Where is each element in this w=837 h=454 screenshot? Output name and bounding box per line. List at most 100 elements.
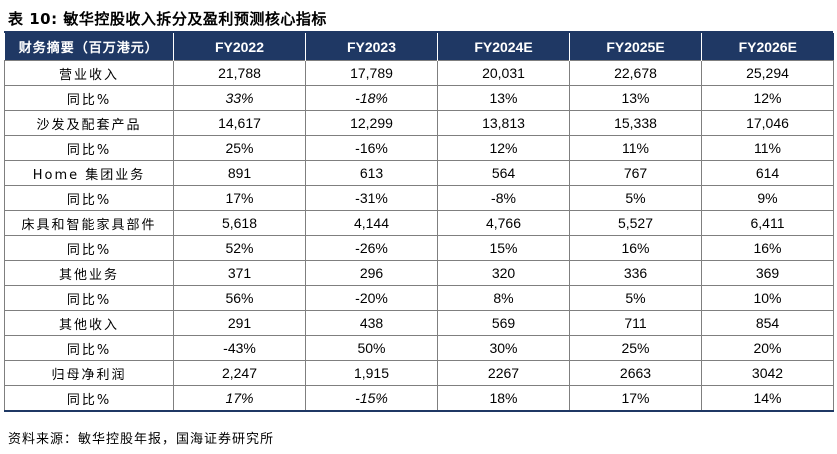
table-cell: 20% [701, 335, 834, 361]
table-cell: 296 [305, 260, 438, 286]
table-cell: 10% [701, 285, 834, 311]
table-cell: 5% [569, 285, 702, 311]
table-cell: 22,678 [569, 60, 702, 86]
row-label: 同比% [4, 335, 174, 361]
table-cell: 5,618 [173, 210, 306, 236]
row-label: 床具和智能家具部件 [4, 210, 174, 236]
table-cell: 14,617 [173, 110, 306, 136]
table-cell: 25% [569, 335, 702, 361]
row-label: 其他收入 [4, 310, 174, 336]
table-title: 表 10: 敏华控股收入拆分及盈利预测核心指标 [8, 10, 327, 28]
table-row: 同比% -43% 50% 30% 25% 20% [4, 335, 834, 361]
table-cell: 569 [437, 310, 570, 336]
table-row: 其他业务 371 296 320 336 369 [4, 260, 834, 286]
table-cell: 8% [437, 285, 570, 311]
table-cell: -8% [437, 185, 570, 211]
column-header-fy2022: FY2022 [173, 33, 306, 61]
table-row: 同比% 25% -16% 12% 11% 11% [4, 135, 834, 161]
table-cell: 891 [173, 160, 306, 186]
table-cell: 13,813 [437, 110, 570, 136]
title-divider [4, 31, 833, 33]
table-cell: -43% [173, 335, 306, 361]
table-cell: 614 [701, 160, 834, 186]
table-cell: 438 [305, 310, 438, 336]
row-label: 其他业务 [4, 260, 174, 286]
row-label: 同比% [4, 285, 174, 311]
table-cell: -18% [305, 85, 438, 111]
table-cell: 613 [305, 160, 438, 186]
table-row: 营业收入 21,788 17,789 20,031 22,678 25,294 [4, 60, 834, 86]
table-cell: 17% [569, 385, 702, 412]
table-cell: 564 [437, 160, 570, 186]
column-header-fy2024e: FY2024E [437, 33, 570, 61]
column-header-fy2025e: FY2025E [569, 33, 702, 61]
row-label: Home 集团业务 [4, 160, 174, 186]
source-note: 资料来源：敏华控股年报，国海证券研究所 [8, 432, 275, 447]
row-label: 同比% [4, 135, 174, 161]
column-header-metric: 财务摘要（百万港元） [4, 33, 174, 61]
table-cell: 291 [173, 310, 306, 336]
table-row: 同比% 33% -18% 13% 13% 12% [4, 85, 834, 111]
table-row: 沙发及配套产品 14,617 12,299 13,813 15,338 17,046 [4, 110, 834, 136]
table-cell: 17,046 [701, 110, 834, 136]
row-label: 同比% [4, 235, 174, 261]
table-row: 同比% 17% -31% -8% 5% 9% [4, 185, 834, 211]
table-cell: 5% [569, 185, 702, 211]
table-row: Home 集团业务 891 613 564 767 614 [4, 160, 834, 186]
table-cell: 13% [569, 85, 702, 111]
table-cell: 4,144 [305, 210, 438, 236]
table-cell: 12% [437, 135, 570, 161]
table-cell: 13% [437, 85, 570, 111]
table-cell: 25% [173, 135, 306, 161]
table-cell: 52% [173, 235, 306, 261]
table-cell: -31% [305, 185, 438, 211]
table-cell: 5,527 [569, 210, 702, 236]
table-body: 营业收入 21,788 17,789 20,031 22,678 25,294 同比% 33%… [4, 60, 834, 412]
table-cell: 30% [437, 335, 570, 361]
table-cell: 767 [569, 160, 702, 186]
row-label: 营业收入 [4, 60, 174, 86]
table-row: 同比% 52% -26% 15% 16% 16% [4, 235, 834, 261]
table-cell: 50% [305, 335, 438, 361]
table-cell: 6,411 [701, 210, 834, 236]
table-cell: 25,294 [701, 60, 834, 86]
financial-table: 财务摘要（百万港元） FY2022 FY2023 FY2024E FY2025E… [4, 33, 834, 412]
row-label: 同比% [4, 85, 174, 111]
table-cell: 2663 [569, 360, 702, 386]
table-cell: 2267 [437, 360, 570, 386]
column-header-fy2023: FY2023 [305, 33, 438, 61]
table-cell: 9% [701, 185, 834, 211]
table-cell: 21,788 [173, 60, 306, 86]
table-cell: -16% [305, 135, 438, 161]
table-row: 归母净利润 2,247 1,915 2267 2663 3042 [4, 360, 834, 386]
table-cell: 12,299 [305, 110, 438, 136]
table-cell: 4,766 [437, 210, 570, 236]
table-cell: 16% [569, 235, 702, 261]
table-cell: 320 [437, 260, 570, 286]
table-cell: 2,247 [173, 360, 306, 386]
row-label: 归母净利润 [4, 360, 174, 386]
table-row: 同比% 56% -20% 8% 5% 10% [4, 285, 834, 311]
table-row: 其他收入 291 438 569 711 854 [4, 310, 834, 336]
table-cell: 854 [701, 310, 834, 336]
header-row: 财务摘要（百万港元） FY2022 FY2023 FY2024E FY2025E… [4, 33, 834, 61]
table-cell: -15% [305, 385, 438, 412]
table-cell: 11% [569, 135, 702, 161]
table-cell: 336 [569, 260, 702, 286]
table-cell: 1,915 [305, 360, 438, 386]
table-cell: 15,338 [569, 110, 702, 136]
table-cell: 15% [437, 235, 570, 261]
table-cell: 18% [437, 385, 570, 412]
table-cell: -20% [305, 285, 438, 311]
table-cell: -26% [305, 235, 438, 261]
table-row: 床具和智能家具部件 5,618 4,144 4,766 5,527 6,411 [4, 210, 834, 236]
table-cell: 369 [701, 260, 834, 286]
row-label: 沙发及配套产品 [4, 110, 174, 136]
column-header-fy2026e: FY2026E [701, 33, 834, 61]
table-cell: 711 [569, 310, 702, 336]
table-row: 同比% 17% -15% 18% 17% 14% [4, 385, 834, 412]
row-label: 同比% [4, 385, 174, 412]
table-cell: 17,789 [305, 60, 438, 86]
table-cell: 20,031 [437, 60, 570, 86]
table-cell: 14% [701, 385, 834, 412]
